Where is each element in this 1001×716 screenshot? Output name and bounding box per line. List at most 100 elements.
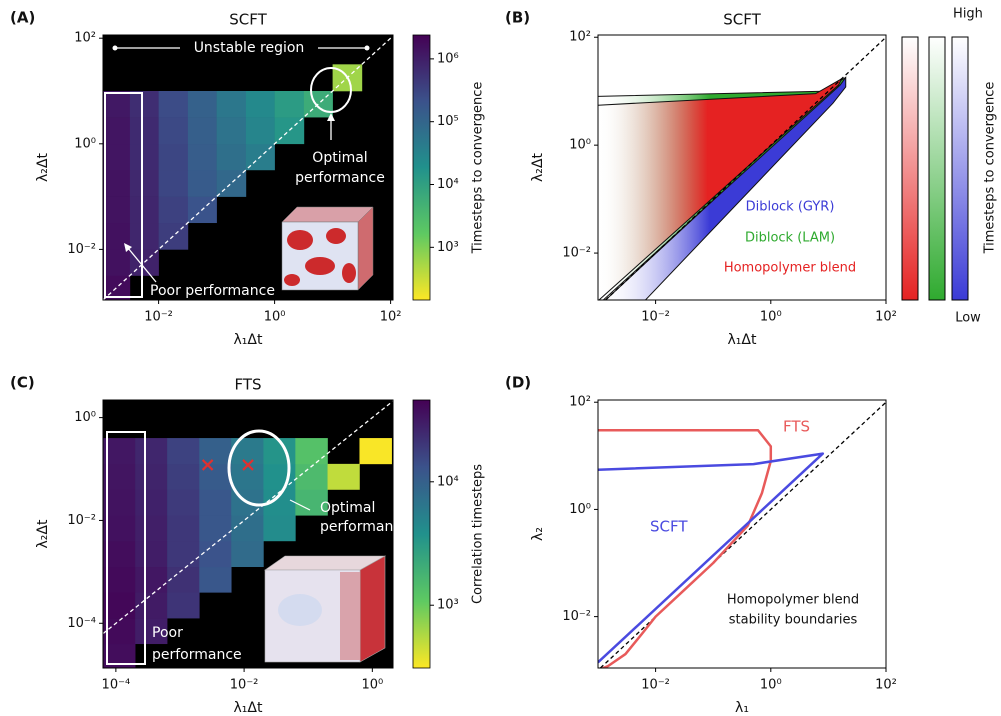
y-tick-label: 10⁻² bbox=[562, 609, 591, 624]
annotation: Poor bbox=[152, 625, 183, 641]
annotation: stability boundaries bbox=[729, 613, 858, 628]
heatmap-cell bbox=[199, 541, 231, 567]
heatmap-cell bbox=[167, 489, 199, 515]
colorbar bbox=[902, 37, 918, 300]
colorbar-tick-label: 10⁶ bbox=[437, 51, 459, 66]
y-tick-label: 10² bbox=[569, 30, 591, 45]
heatmap-cell bbox=[217, 144, 247, 170]
chart-title: FTS bbox=[234, 376, 261, 394]
x-tick-label: 10⁻² bbox=[641, 310, 670, 325]
colorbar-tick-label: 10³ bbox=[437, 240, 459, 255]
heatmap-cell bbox=[263, 464, 295, 490]
x-tick-label: 10⁰ bbox=[760, 678, 782, 693]
y-axis-label: λ₂ bbox=[530, 527, 546, 541]
annotation: performance bbox=[320, 519, 410, 535]
heatmap-cell bbox=[231, 464, 263, 490]
colorbar-label: Timesteps to convergence bbox=[983, 82, 998, 255]
heatmap-cell bbox=[295, 438, 327, 464]
x-axis-label: λ₁Δt bbox=[234, 332, 263, 348]
y-axis-label: λ₂Δt bbox=[35, 519, 51, 548]
colorbar-label: Correlation timesteps bbox=[471, 464, 486, 604]
annotation: Optimal bbox=[320, 500, 375, 516]
y-tick-label: 10⁻² bbox=[562, 246, 591, 261]
y-axis-label: λ₂Δt bbox=[530, 153, 546, 182]
x-tick-label: 10² bbox=[875, 678, 897, 693]
colorbar bbox=[413, 400, 430, 668]
panel-label: (C) bbox=[10, 374, 35, 392]
heatmap-cell bbox=[217, 117, 247, 144]
colorbar bbox=[929, 37, 945, 300]
y-tick-label: 10² bbox=[569, 395, 591, 410]
plot-frame bbox=[598, 400, 886, 668]
heatmap-cell bbox=[188, 170, 217, 197]
heatmap-cell bbox=[159, 91, 189, 117]
heatmap-cell bbox=[130, 197, 159, 223]
x-tick-label: 10⁰ bbox=[264, 310, 286, 325]
inset-structure bbox=[282, 207, 373, 290]
x-tick-label: 10² bbox=[380, 310, 402, 325]
heatmap-cell bbox=[231, 541, 263, 567]
legend-label: Diblock (GYR) bbox=[746, 200, 835, 215]
heatmap-cell bbox=[130, 170, 159, 197]
heatmap-cell bbox=[159, 117, 189, 144]
reference-diagonal bbox=[600, 402, 886, 668]
colorbar-label: Timesteps to convergence bbox=[471, 82, 486, 255]
colorbar-high: High bbox=[953, 7, 983, 22]
y-tick-label: 10⁻² bbox=[67, 513, 96, 528]
legend-label: Diblock (LAM) bbox=[745, 231, 835, 246]
heatmap-cell bbox=[159, 144, 189, 170]
plot-area bbox=[598, 402, 886, 670]
x-tick-label: 10⁰ bbox=[361, 678, 383, 693]
heatmap-cell bbox=[135, 438, 167, 464]
annotation: performance bbox=[295, 170, 385, 186]
plots: (A) SCFT 10³ 10⁴ 10⁵ 10⁶ Timesteps to converge… bbox=[10, 7, 998, 716]
panel-label: (A) bbox=[10, 9, 35, 27]
x-tick-label: 10⁻² bbox=[144, 310, 173, 325]
inset-structure bbox=[265, 556, 385, 662]
heatmap-cell bbox=[188, 117, 217, 144]
x-axis-label: λ₁ bbox=[735, 700, 749, 716]
legend-label: SCFT bbox=[650, 518, 688, 536]
colorbar-tick-label: 10³ bbox=[437, 598, 459, 613]
heatmap-cell bbox=[135, 515, 167, 541]
heatmap-cell bbox=[263, 515, 295, 541]
x-axis-label: λ₁Δt bbox=[234, 700, 263, 716]
heatmap-cell bbox=[188, 144, 217, 170]
colorbar bbox=[413, 35, 430, 300]
heatmap-cell bbox=[135, 489, 167, 515]
colorbar-tick-label: 10⁴ bbox=[437, 177, 459, 192]
heatmap-cell bbox=[359, 438, 391, 464]
heatmap-cell bbox=[167, 592, 199, 618]
heatmap-cell bbox=[159, 170, 189, 197]
heatmap-cell bbox=[246, 117, 275, 144]
x-tick-label: 10⁻² bbox=[230, 678, 259, 693]
annotation: Homopolymer blend bbox=[727, 593, 859, 608]
panel: (B)SCFTDiblock (GYR)Diblock (LAM)Homopol… bbox=[505, 7, 998, 349]
x-tick-label: 10² bbox=[875, 310, 897, 325]
heatmap-cell bbox=[167, 438, 199, 464]
x-tick-label: 10⁻² bbox=[641, 678, 670, 693]
heatmap-cell bbox=[130, 91, 159, 117]
colorbar-low: Low bbox=[955, 311, 981, 326]
y-tick-label: 10⁰ bbox=[74, 410, 96, 425]
heatmap-cell bbox=[275, 117, 305, 144]
heatmap-cell bbox=[167, 515, 199, 541]
heatmap-cell bbox=[135, 567, 167, 593]
heatmap-cell bbox=[135, 464, 167, 490]
heatmap-cell bbox=[328, 464, 360, 490]
heatmap-cell bbox=[199, 515, 231, 541]
annotation: Unstable region bbox=[194, 40, 305, 56]
panel-label: (D) bbox=[505, 374, 531, 392]
colorbar bbox=[952, 37, 968, 300]
heatmap-cell bbox=[167, 541, 199, 567]
heatmap-cell bbox=[167, 464, 199, 490]
annotation: Optimal bbox=[312, 150, 367, 166]
heatmap-cell bbox=[167, 567, 199, 593]
y-tick-label: 10⁰ bbox=[569, 502, 591, 517]
heatmap-cell bbox=[199, 489, 231, 515]
annotation: Poor performance bbox=[150, 283, 275, 299]
colorbar-tick-label: 10⁵ bbox=[437, 114, 459, 129]
figure: (A) SCFT 10³ 10⁴ 10⁵ 10⁶ Timesteps to converge… bbox=[0, 0, 1001, 716]
annotation: performance bbox=[152, 647, 242, 663]
